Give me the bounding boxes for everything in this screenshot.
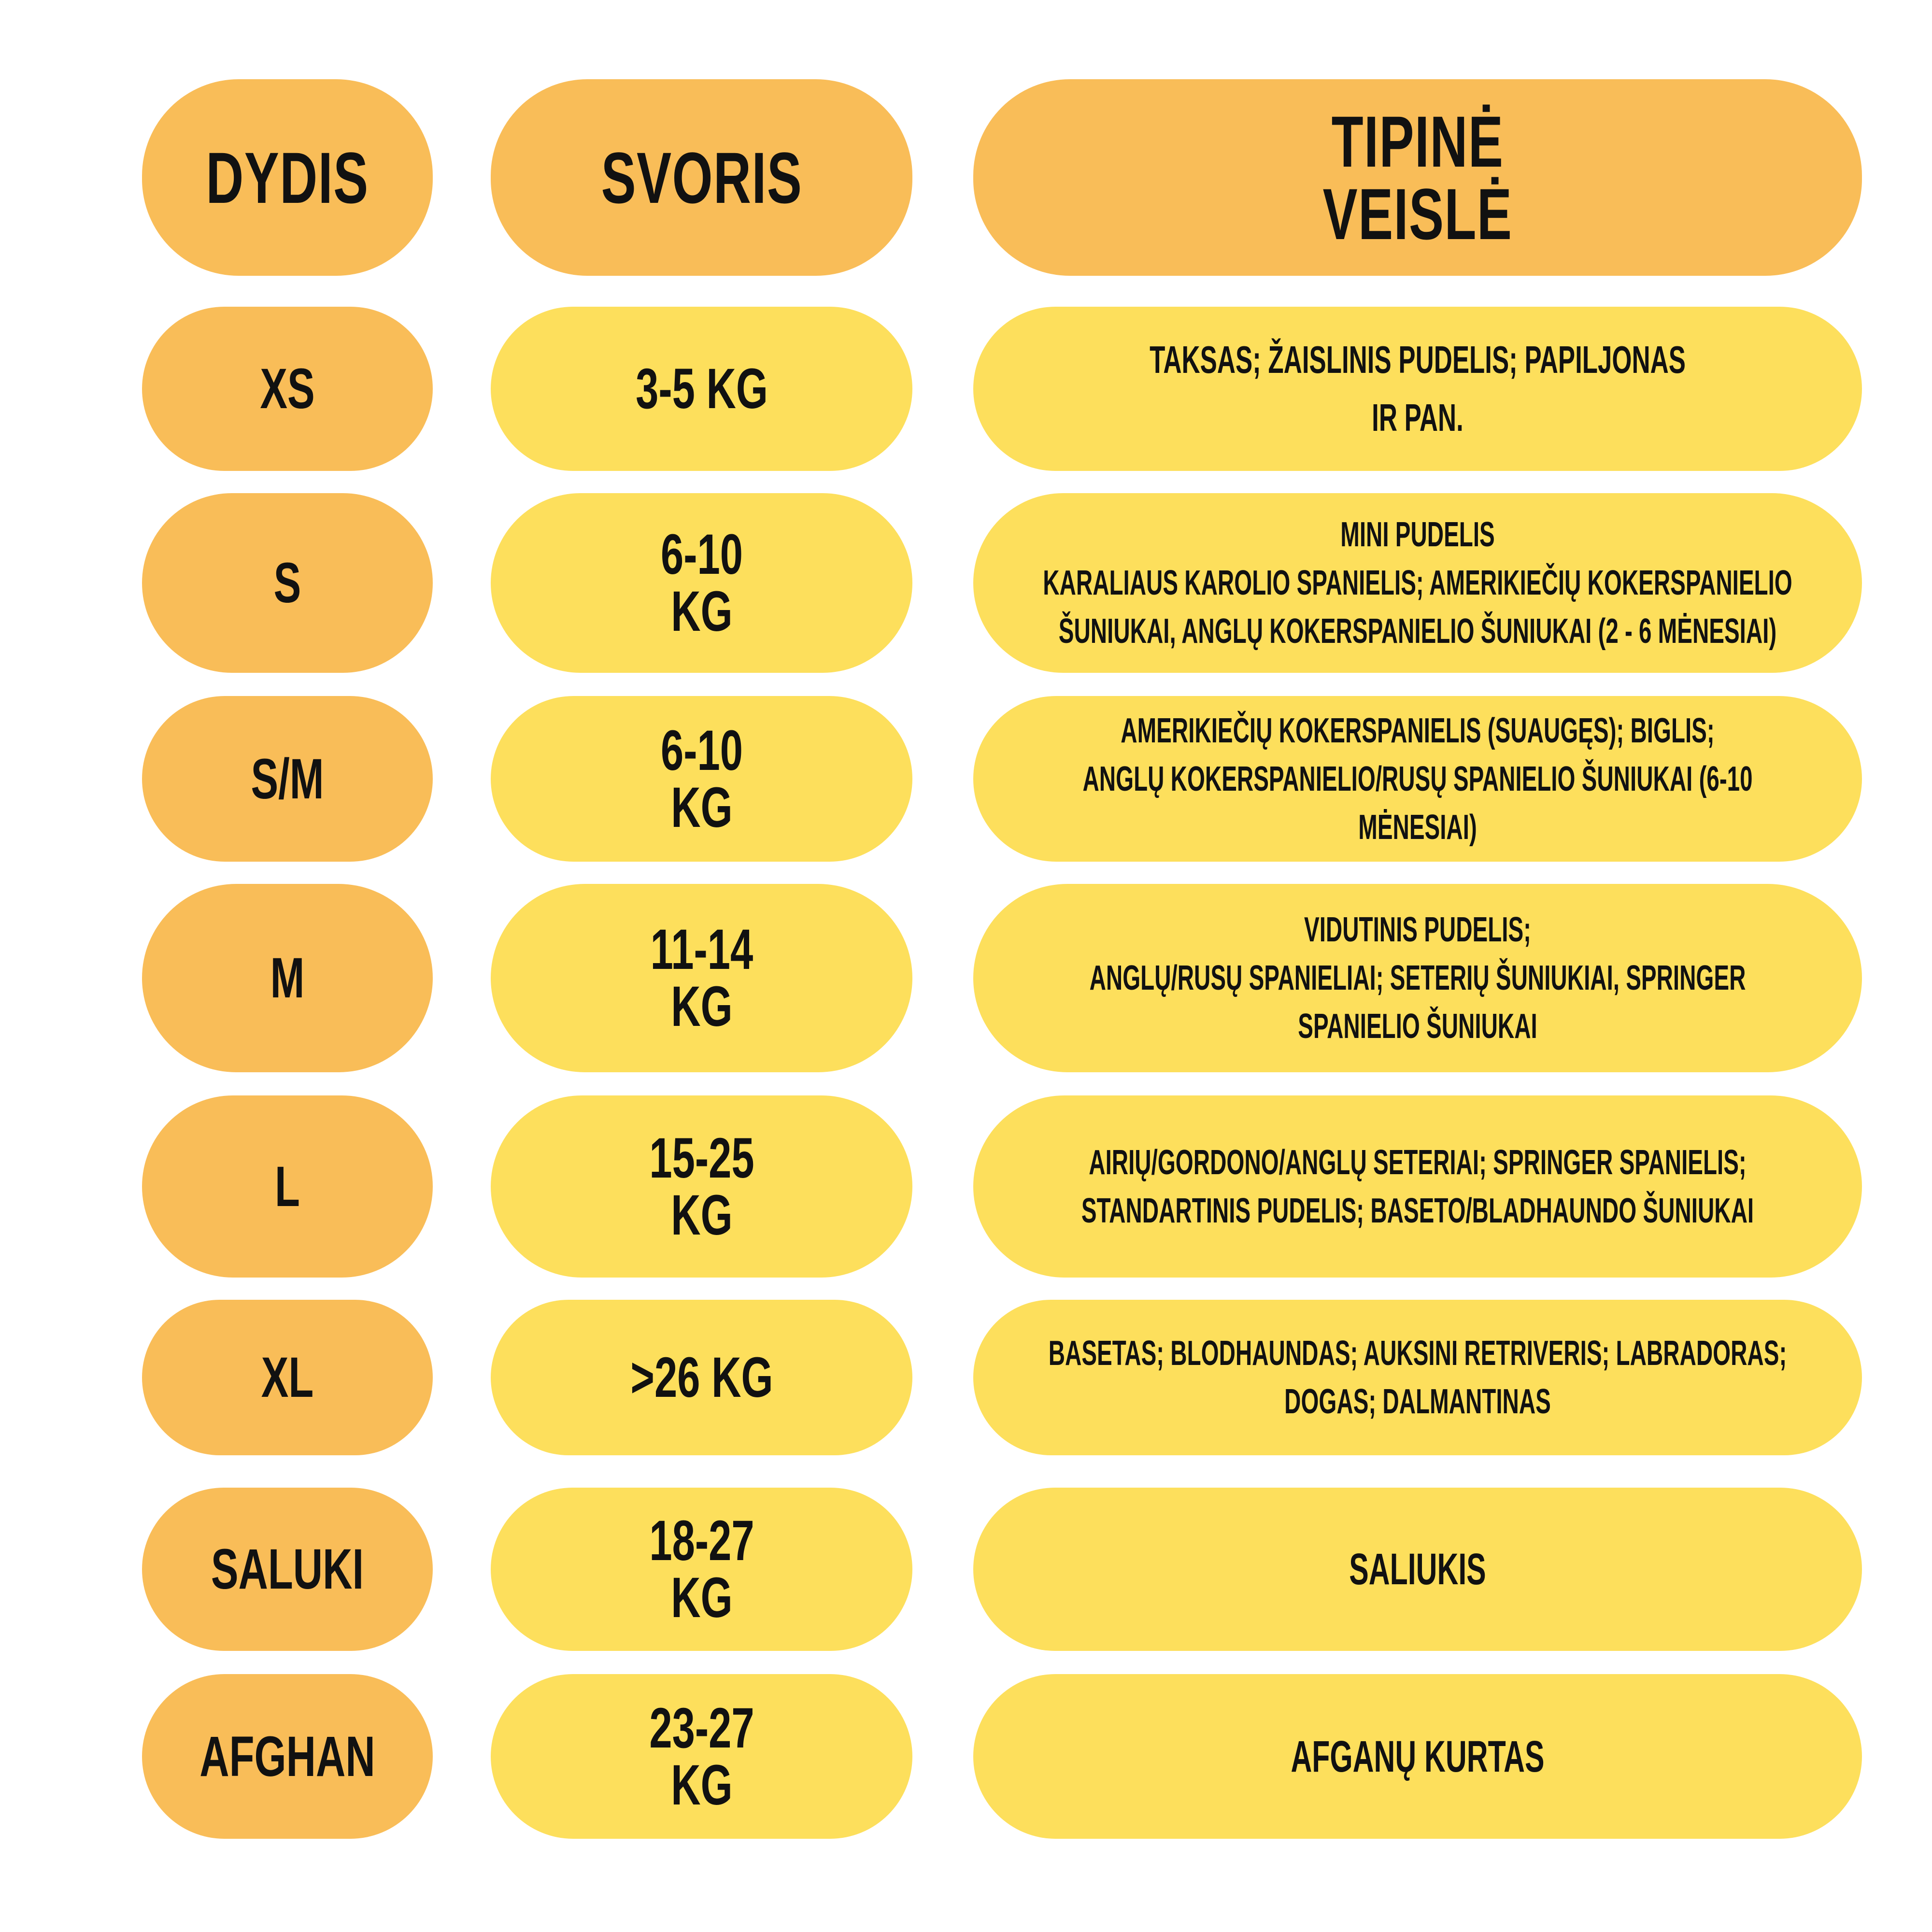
- size-label: XL: [261, 1346, 314, 1409]
- size-label: S/M: [251, 747, 324, 811]
- weight-label: 18-27 KG: [649, 1509, 754, 1630]
- weight-label: 3-5 KG: [635, 357, 768, 421]
- size-label: XS: [260, 357, 315, 421]
- weight-cell: 6-10 KG: [491, 696, 912, 862]
- header-size-label: DYDIS: [206, 137, 369, 218]
- breed-label: BASETAS; BLODHAUNDAS; AUKSINI RETRIVERIS…: [1048, 1334, 1787, 1421]
- size-label: SALUKI: [211, 1537, 364, 1601]
- breed-cell: AMERIKIEČIŲ KOKERSPANIELIS (SUAUGĘS); BI…: [973, 696, 1862, 862]
- weight-cell: 15-25 KG: [491, 1095, 912, 1278]
- size-cell: XL: [142, 1300, 433, 1455]
- breed-cell: VIDUTINIS PUDELIS; ANGLŲ/RUSŲ SPANIELIAI…: [973, 884, 1862, 1072]
- weight-cell: 11-14 KG: [491, 884, 912, 1072]
- header-breed-label: TIPINĖ VEISLĖ: [1322, 100, 1513, 255]
- header-size: DYDIS: [142, 79, 433, 276]
- breed-cell: TAKSAS; ŽAISLINIS PUDELIS; PAPILJONAS IR…: [973, 307, 1862, 471]
- breed-label: SALIUKIS: [1349, 1545, 1486, 1594]
- size-cell: XS: [142, 307, 433, 471]
- weight-cell: 18-27 KG: [491, 1488, 912, 1651]
- weight-label: >26 KG: [630, 1346, 773, 1409]
- breed-cell: BASETAS; BLODHAUNDAS; AUKSINI RETRIVERIS…: [973, 1300, 1862, 1455]
- size-label: AFGHAN: [199, 1724, 375, 1789]
- header-weight-label: SVORIS: [601, 137, 802, 218]
- size-label: S: [273, 551, 301, 615]
- size-cell: AFGHAN: [142, 1674, 433, 1839]
- size-cell: S: [142, 493, 433, 673]
- weight-label: 15-25 KG: [649, 1126, 754, 1247]
- size-cell: S/M: [142, 696, 433, 862]
- breed-label: MINI PUDELIS KARALIAUS KAROLIO SPANIELIS…: [1043, 515, 1792, 651]
- breed-cell: AIRIŲ/GORDONO/ANGLŲ SETERIAI; SPRINGER S…: [973, 1095, 1862, 1278]
- breed-label: AMERIKIEČIŲ KOKERSPANIELIS (SUAUGĘS); BI…: [1082, 711, 1753, 847]
- size-label: L: [275, 1154, 300, 1219]
- header-weight: SVORIS: [491, 79, 912, 276]
- weight-cell: 6-10 KG: [491, 493, 912, 673]
- breed-cell: MINI PUDELIS KARALIAUS KAROLIO SPANIELIS…: [973, 493, 1862, 673]
- weight-cell: >26 KG: [491, 1300, 912, 1455]
- breed-label: AFGANŲ KURTAS: [1291, 1732, 1545, 1781]
- weight-label: 6-10 KG: [660, 523, 743, 643]
- breed-cell: AFGANŲ KURTAS: [973, 1674, 1862, 1839]
- weight-cell: 23-27 KG: [491, 1674, 912, 1839]
- breed-label: TAKSAS; ŽAISLINIS PUDELIS; PAPILJONAS IR…: [1150, 338, 1686, 439]
- size-label: M: [270, 946, 305, 1010]
- breed-label: VIDUTINIS PUDELIS; ANGLŲ/RUSŲ SPANIELIAI…: [1089, 910, 1746, 1046]
- header-breed: TIPINĖ VEISLĖ: [973, 79, 1862, 276]
- size-cell: M: [142, 884, 433, 1072]
- weight-label: 6-10 KG: [660, 718, 743, 839]
- breed-label: AIRIŲ/GORDONO/ANGLŲ SETERIAI; SPRINGER S…: [1081, 1143, 1754, 1230]
- weight-label: 23-27 KG: [649, 1696, 754, 1817]
- weight-cell: 3-5 KG: [491, 307, 912, 471]
- size-cell: SALUKI: [142, 1488, 433, 1651]
- breed-cell: SALIUKIS: [973, 1488, 1862, 1651]
- weight-label: 11-14 KG: [650, 918, 753, 1038]
- size-cell: L: [142, 1095, 433, 1278]
